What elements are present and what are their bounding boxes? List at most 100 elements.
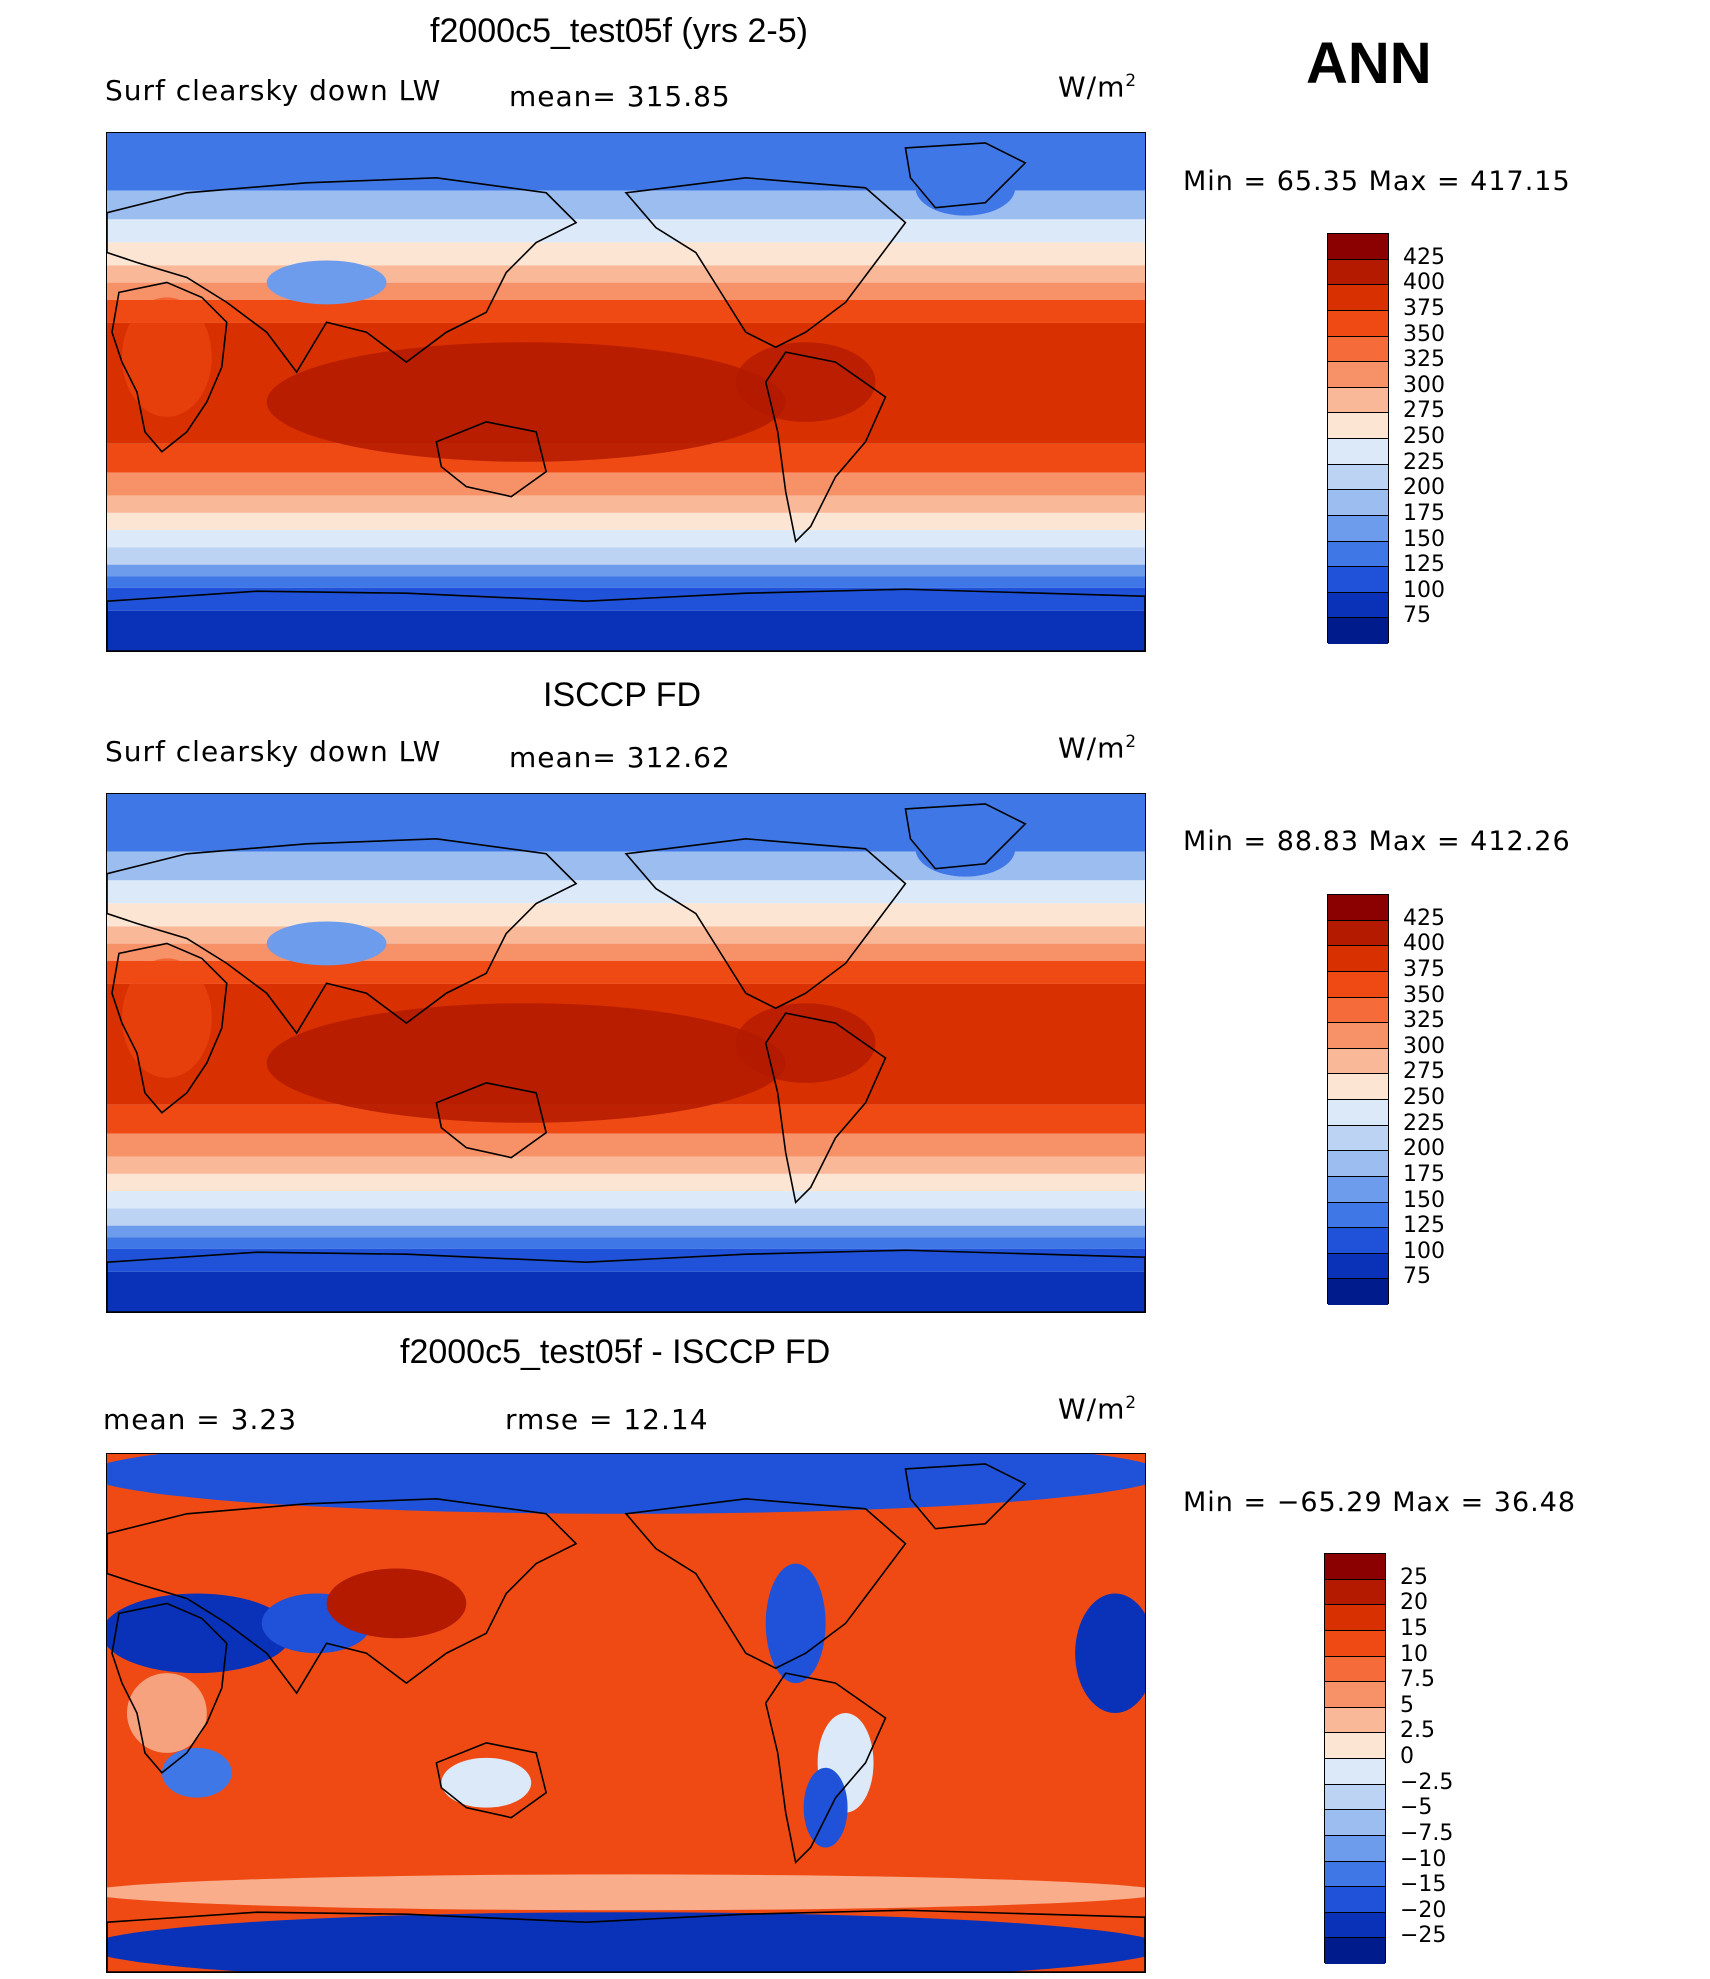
colorbar-tick-label: 200 (1403, 475, 1445, 501)
colorbar-swatch (1328, 1125, 1388, 1152)
panel-2-units: W/m2 (1058, 731, 1137, 764)
field-band (107, 564, 1145, 577)
colorbar-tick-label: 175 (1403, 1161, 1445, 1187)
field-patch (803, 1767, 848, 1848)
field-patch (121, 958, 212, 1078)
colorbar-tick-label: 10 (1400, 1641, 1428, 1667)
panel-3-mean-label: mean = 3.23 (103, 1403, 298, 1436)
panel-3-map (106, 1453, 1146, 1973)
colorbar-swatch (1325, 1861, 1385, 1888)
colorbar-tick-label: 350 (1403, 321, 1445, 347)
colorbar-tick-label: 250 (1403, 1085, 1445, 1110)
field-band (107, 547, 1145, 565)
colorbar-tick-label: −2.5 (1400, 1769, 1454, 1795)
colorbar-swatch (1325, 1887, 1385, 1913)
coastline (111, 942, 228, 1114)
colorbar-tick-label: 400 (1403, 931, 1445, 957)
coastline (111, 1602, 228, 1774)
field-band (107, 1133, 1145, 1157)
colorbar-tick-label: 325 (1403, 347, 1445, 373)
field-patch (266, 260, 387, 305)
colorbar-tick-label: 2.5 (1400, 1718, 1435, 1744)
field-patch (126, 1673, 207, 1753)
colorbar-swatch (1328, 336, 1388, 363)
colorbar-tick-label: 125 (1403, 1213, 1445, 1239)
colorbar-swatch (1328, 234, 1388, 260)
field-band (107, 1208, 1145, 1226)
map-field-svg (107, 794, 1145, 1312)
field-band (107, 530, 1145, 548)
colorbar-tick-label: 300 (1403, 1033, 1445, 1059)
field-band (107, 880, 1145, 904)
colorbar-tick-label: 250 (1403, 424, 1445, 449)
panel-2-units-base: W/m (1058, 731, 1126, 765)
coastline (107, 588, 1145, 651)
map-field-svg (107, 133, 1145, 651)
field-band (107, 265, 1145, 283)
colorbar-tick-label: 200 (1403, 1136, 1445, 1162)
season-label: ANN (1306, 31, 1432, 96)
colorbar-swatch (1328, 259, 1388, 286)
colorbar-swatch (1328, 1253, 1388, 1280)
colorbar-tick-label: 20 (1400, 1590, 1428, 1616)
colorbar-tick-label: 25 (1400, 1564, 1428, 1590)
colorbar-swatch (1325, 1733, 1385, 1759)
colorbar-swatch (1328, 310, 1388, 337)
field-band (107, 1191, 1145, 1209)
colorbar-tick-label: 375 (1403, 295, 1445, 321)
coastline (107, 1909, 1145, 1972)
colorbar-swatch (1328, 515, 1388, 542)
colorbar-swatch (1325, 1605, 1385, 1631)
map-field-svg (107, 1454, 1145, 1972)
field-patch (915, 820, 1016, 877)
panel-3-units-exponent: 2 (1125, 1392, 1138, 1412)
coastline (624, 177, 907, 349)
colorbar-tick-label: −25 (1400, 1923, 1447, 1949)
panel-1-variable-label: Surf clearsky down LW (105, 74, 442, 107)
colorbar-swatch (1328, 1176, 1388, 1203)
colorbar-swatch (1325, 1784, 1385, 1811)
field-band (107, 960, 1145, 984)
field-band (107, 219, 1145, 243)
colorbar-tick-label: 300 (1403, 372, 1445, 398)
colorbar-tick-label: 400 (1403, 270, 1445, 296)
field-patch (266, 1003, 786, 1123)
colorbar-swatch (1328, 387, 1388, 414)
field-band (107, 1225, 1145, 1238)
field-patch (915, 159, 1016, 216)
field-band (107, 610, 1145, 651)
field-patch (326, 1568, 467, 1639)
field-patch (441, 1757, 532, 1808)
field-band (107, 943, 1145, 961)
colorbar-tick-label: 425 (1403, 244, 1445, 270)
colorbar-swatch (1325, 1912, 1385, 1939)
panel-3-title: f2000c5_test05f - ISCCP FD (400, 1333, 831, 1371)
field-patch (266, 342, 786, 462)
colorbar-swatch (1325, 1554, 1385, 1580)
colorbar-swatch (1325, 1656, 1385, 1683)
field-band (107, 282, 1145, 300)
colorbar-tick-label: 5 (1400, 1692, 1414, 1718)
colorbar-tick-label: 350 (1403, 982, 1445, 1008)
colorbar-swatch (1328, 285, 1388, 311)
colorbar-tick-label: 75 (1403, 603, 1431, 629)
panel-3-minmax: Min = −65.29 Max = 36.48 (1183, 1487, 1577, 1518)
colorbar-swatch (1328, 567, 1388, 593)
coastline (111, 281, 228, 453)
colorbar-tick-label: 0 (1400, 1744, 1414, 1769)
colorbar-swatch (1328, 413, 1388, 439)
field-band (107, 472, 1145, 496)
coastline (764, 1672, 887, 1865)
panel-2-colorbar (1327, 894, 1389, 1305)
colorbar-swatch (1328, 997, 1388, 1024)
panel-1-map (106, 132, 1146, 652)
colorbar-swatch (1328, 541, 1388, 568)
colorbar-tick-label: 15 (1400, 1615, 1428, 1641)
coastline (904, 142, 1027, 209)
field-patch (121, 297, 212, 417)
colorbar-tick-label: 100 (1403, 577, 1445, 603)
colorbar-swatch (1328, 1023, 1388, 1049)
colorbar-swatch (1328, 920, 1388, 947)
colorbar-swatch (1325, 1630, 1385, 1657)
colorbar-swatch (1325, 1810, 1385, 1836)
